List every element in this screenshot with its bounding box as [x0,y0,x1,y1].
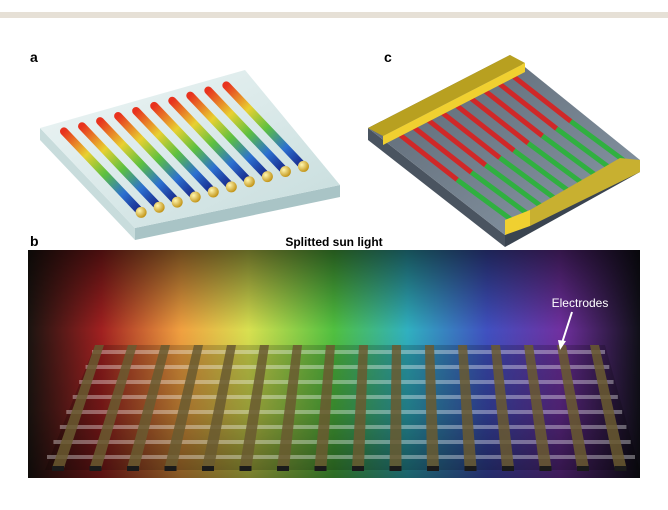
electrode [202,345,236,468]
nanowire [409,123,473,175]
nanoparticle [135,206,147,218]
electrode [389,345,402,468]
electrode [52,345,104,468]
electrode [524,345,552,468]
panel-title: Splitted sun light [285,235,382,249]
electrode [425,345,439,468]
nanowire [114,112,197,199]
nanoparticle [297,160,309,172]
electrode [277,345,302,468]
electrode-foot [277,466,289,471]
electrode [491,345,514,468]
device-grid [47,345,635,471]
nanowire [78,122,161,209]
nanoparticle [189,191,201,203]
nanowire [168,96,251,183]
nanoparticle [171,196,183,208]
nanowire [60,127,143,214]
electrode-foot [502,466,514,471]
panel-b [28,250,640,478]
electrode [557,345,589,468]
nanowire [480,86,544,138]
nanowire [204,86,287,173]
nanoparticle [153,201,165,213]
electrode [383,63,525,145]
panel-c [368,55,640,247]
nanowire [395,130,459,182]
nanowire [424,116,488,168]
slab-side [368,128,505,247]
nanowire [509,72,573,124]
electrode [89,345,137,468]
electrode [239,345,269,468]
nanowire [132,106,215,193]
nanoparticle [279,166,291,178]
electrode-foot [464,466,477,471]
electrode [505,210,530,235]
electrode-foot [164,466,177,471]
nanowire [150,101,233,188]
panel-label: a [30,49,38,65]
electrode-foot [52,466,64,471]
arrow-head [558,340,566,350]
nanoparticle [207,186,219,198]
slab-side [135,185,340,240]
nanowire [186,91,269,178]
electrode [368,55,525,136]
electrode-foot [239,466,252,471]
electrode-foot [352,466,364,471]
top-rule [0,12,668,18]
nanoparticle [243,176,255,188]
electrode-foot [89,466,102,471]
electrode [164,345,203,468]
electrode [314,345,335,468]
nanoparticle [261,171,273,183]
electrode-foot [202,466,214,471]
nanowire [96,117,179,204]
electrode-foot [539,466,552,471]
nanowires [60,81,309,218]
electrode-foot [127,466,139,471]
panel-label: b [30,233,39,249]
nanoparticle [225,181,237,193]
slab-side [40,128,135,240]
panel-label: c [384,49,392,65]
arrow [561,311,573,344]
electrode [530,158,640,226]
nanowire [438,108,502,160]
electrode-foot [314,466,327,471]
nanowire [495,79,559,131]
electrode-foot [614,466,627,471]
nanowire [466,94,530,146]
nanowire [452,101,516,153]
electrode [458,345,477,468]
electrode [590,345,627,468]
annotation: Electrodes [552,296,609,310]
electrode-foot [389,466,402,471]
electrode-foot [427,466,439,471]
electrode [127,345,170,468]
electrode-foot [577,466,589,471]
panel-a [40,70,340,240]
electrode [352,345,368,468]
nanowire [222,81,305,168]
